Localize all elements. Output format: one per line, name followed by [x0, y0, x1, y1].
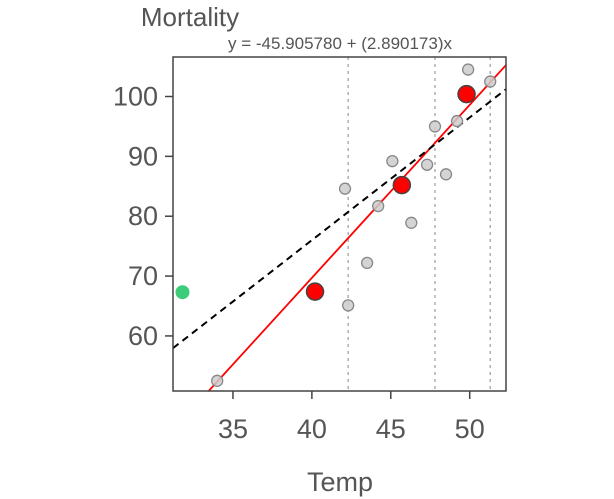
group-mean-point: [392, 175, 412, 195]
x-axis-label: Temp: [307, 467, 373, 497]
y-tick-label: 80: [128, 201, 158, 231]
observation-point: [461, 63, 475, 76]
y-tick-label: 90: [128, 141, 158, 171]
observation-point: [386, 155, 399, 168]
x-tick-label: 50: [455, 414, 485, 444]
plot-frame: [172, 56, 507, 392]
observation-point: [372, 199, 385, 213]
x-tick-label: 45: [376, 414, 406, 444]
y-tick-label: 60: [128, 321, 158, 351]
highlight-point: [175, 285, 190, 300]
observation-point: [484, 75, 497, 88]
observation-point: [338, 182, 352, 195]
observation-point: [211, 374, 224, 387]
observation-point: [439, 168, 453, 181]
observation-point: [405, 216, 418, 229]
group-mean-point: [305, 282, 325, 301]
y-tick-label: 70: [128, 261, 158, 291]
chart-title: Mortality: [141, 2, 239, 32]
y-tick-label: 100: [113, 82, 158, 112]
observation-point: [342, 299, 355, 312]
x-tick-label: 40: [297, 414, 327, 444]
chart-subtitle: y = -45.905780 + (2.890173)x: [228, 34, 452, 53]
observation-point: [450, 114, 464, 128]
observation-point: [428, 120, 442, 133]
observation-point: [420, 158, 434, 171]
reference-line: [173, 88, 506, 349]
x-tick-label: 35: [218, 414, 248, 444]
group-mean-point: [457, 84, 476, 104]
fit-line: [207, 64, 506, 391]
observation-point: [360, 256, 374, 270]
